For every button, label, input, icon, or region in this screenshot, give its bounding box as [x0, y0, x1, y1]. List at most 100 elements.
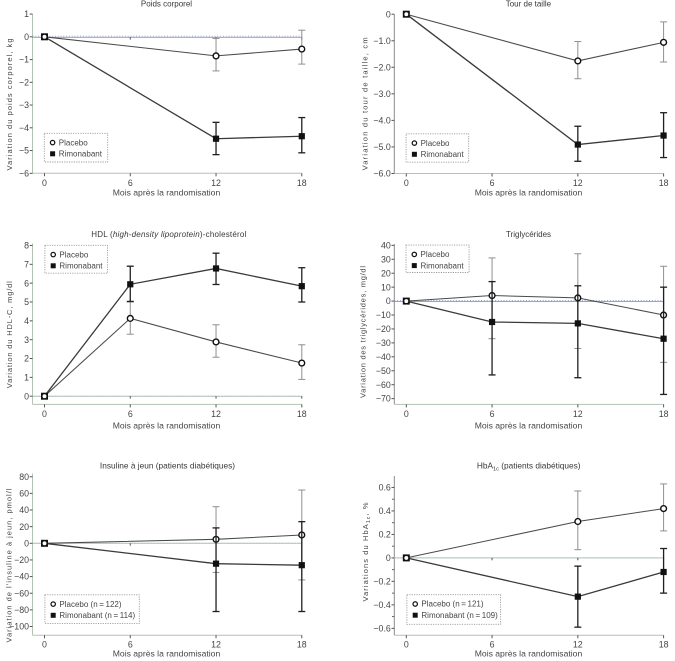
- svg-text:Tour de taille: Tour de taille: [506, 0, 552, 9]
- svg-text:0: 0: [24, 538, 29, 548]
- svg-text:12: 12: [211, 639, 221, 649]
- svg-text:0: 0: [42, 178, 47, 188]
- svg-text:−5.0: −5.0: [373, 142, 390, 152]
- svg-text:−40: −40: [14, 572, 29, 582]
- svg-text:0.4: 0.4: [379, 506, 391, 516]
- svg-text:Mois après la randomisation: Mois après la randomisation: [475, 188, 583, 198]
- svg-text:Mois après la randomisation: Mois après la randomisation: [113, 420, 221, 430]
- svg-text:12: 12: [211, 409, 221, 419]
- svg-text:Variation du HDL-C, mg/dl: Variation du HDL-C, mg/dl: [5, 281, 14, 388]
- svg-text:6: 6: [490, 409, 495, 419]
- svg-text:Insuline à jeun (patients diab: Insuline à jeun (patients diabétiques): [100, 460, 235, 470]
- svg-text:4: 4: [24, 316, 29, 326]
- svg-text:6: 6: [490, 639, 495, 649]
- svg-text:18: 18: [659, 409, 669, 419]
- svg-text:0: 0: [42, 409, 47, 419]
- svg-text:0: 0: [386, 9, 391, 19]
- svg-text:Placebo: Placebo: [421, 250, 450, 259]
- svg-text:Mois après la randomisation: Mois après la randomisation: [113, 188, 221, 198]
- svg-text:−20: −20: [14, 555, 29, 565]
- svg-text:−10: −10: [376, 310, 391, 320]
- svg-text:0: 0: [24, 32, 29, 42]
- svg-text:18: 18: [659, 639, 669, 649]
- svg-text:30: 30: [381, 254, 391, 264]
- svg-text:Rimonabant (n = 109): Rimonabant (n = 109): [421, 611, 498, 620]
- svg-text:Rimonabant: Rimonabant: [59, 150, 103, 159]
- svg-text:0: 0: [24, 391, 29, 401]
- svg-text:Rimonabant: Rimonabant: [59, 262, 103, 271]
- svg-text:2: 2: [24, 354, 29, 364]
- svg-text:−1: −1: [19, 55, 29, 65]
- svg-text:−1.0: −1.0: [373, 36, 390, 46]
- svg-text:0: 0: [386, 296, 391, 306]
- svg-text:−70: −70: [376, 394, 391, 404]
- svg-text:18: 18: [297, 639, 307, 649]
- svg-text:80: 80: [19, 472, 29, 482]
- svg-text:−100: −100: [9, 622, 29, 632]
- svg-text:Placebo: Placebo: [59, 250, 88, 259]
- svg-text:−0.6: −0.6: [373, 623, 390, 633]
- svg-text:Variations du HbA1c, %: Variations du HbA1c, %: [361, 502, 372, 601]
- svg-text:Variation des triglycérides, m: Variation des triglycérides, mg/dl: [359, 266, 368, 398]
- svg-text:40: 40: [381, 241, 391, 251]
- svg-text:−2.0: −2.0: [373, 62, 390, 72]
- svg-text:3: 3: [24, 335, 29, 345]
- svg-text:Poids corporel: Poids corporel: [141, 0, 192, 9]
- svg-text:6: 6: [490, 178, 495, 188]
- svg-text:12: 12: [573, 178, 583, 188]
- svg-text:40: 40: [19, 505, 29, 515]
- svg-text:−0.4: −0.4: [373, 600, 390, 610]
- svg-text:5: 5: [24, 297, 29, 307]
- svg-text:−60: −60: [376, 380, 391, 390]
- svg-text:−4.0: −4.0: [373, 116, 390, 126]
- svg-text:6: 6: [128, 639, 133, 649]
- svg-text:−4: −4: [19, 123, 29, 133]
- svg-text:10: 10: [381, 282, 391, 292]
- svg-text:0: 0: [404, 409, 409, 419]
- svg-text:HDL (high-density lipoprotein): HDL (high-density lipoprotein)-cholestér…: [91, 230, 246, 239]
- svg-text:−30: −30: [376, 338, 391, 348]
- svg-text:Placebo: Placebo: [59, 138, 88, 147]
- svg-text:−6.0: −6.0: [373, 169, 390, 179]
- svg-text:−3: −3: [19, 100, 29, 110]
- svg-text:Variation de l’insuline à jeun: Variation de l’insuline à jeun, pmol/l: [5, 488, 14, 642]
- svg-text:Placebo: Placebo: [421, 139, 450, 148]
- svg-text:Triglycérides: Triglycérides: [506, 230, 551, 239]
- svg-text:−3.0: −3.0: [373, 89, 390, 99]
- svg-text:Rimonabant: Rimonabant: [421, 150, 465, 159]
- svg-text:0: 0: [386, 553, 391, 563]
- svg-text:−6: −6: [19, 168, 29, 178]
- svg-text:−20: −20: [376, 324, 391, 334]
- svg-text:60: 60: [19, 489, 29, 499]
- svg-text:HbA1c (patients diabétiques): HbA1c (patients diabétiques): [477, 460, 581, 472]
- svg-text:12: 12: [211, 178, 221, 188]
- svg-text:Mois après la randomisation: Mois après la randomisation: [113, 649, 221, 659]
- svg-text:18: 18: [659, 178, 669, 188]
- svg-text:Mois après la randomisation: Mois après la randomisation: [475, 420, 583, 430]
- svg-text:0.2: 0.2: [379, 530, 391, 540]
- svg-text:−60: −60: [14, 588, 29, 598]
- svg-text:12: 12: [573, 409, 583, 419]
- svg-text:6: 6: [128, 409, 133, 419]
- svg-text:1: 1: [24, 373, 29, 383]
- svg-text:Placebo (n = 121): Placebo (n = 121): [421, 600, 483, 609]
- svg-text:1: 1: [24, 9, 29, 19]
- svg-text:8: 8: [24, 241, 29, 251]
- svg-text:−5: −5: [19, 146, 29, 156]
- svg-text:−50: −50: [376, 366, 391, 376]
- svg-text:6: 6: [128, 178, 133, 188]
- svg-text:−80: −80: [14, 605, 29, 615]
- svg-text:Rimonabant (n = 114): Rimonabant (n = 114): [59, 611, 135, 620]
- svg-text:Variation du poids corporel, k: Variation du poids corporel, kg: [5, 38, 14, 170]
- svg-text:6: 6: [24, 278, 29, 288]
- svg-text:0: 0: [404, 639, 409, 649]
- svg-text:18: 18: [297, 178, 307, 188]
- svg-text:−40: −40: [376, 352, 391, 362]
- svg-text:−2: −2: [19, 77, 29, 87]
- svg-text:18: 18: [297, 409, 307, 419]
- svg-text:Placebo (n = 122): Placebo (n = 122): [59, 600, 121, 609]
- svg-text:Mois après la randomisation: Mois après la randomisation: [475, 649, 583, 659]
- svg-text:0.6: 0.6: [379, 483, 391, 493]
- svg-text:12: 12: [573, 639, 583, 649]
- svg-text:Variation du tour de taille, c: Variation du tour de taille, cm: [361, 37, 370, 170]
